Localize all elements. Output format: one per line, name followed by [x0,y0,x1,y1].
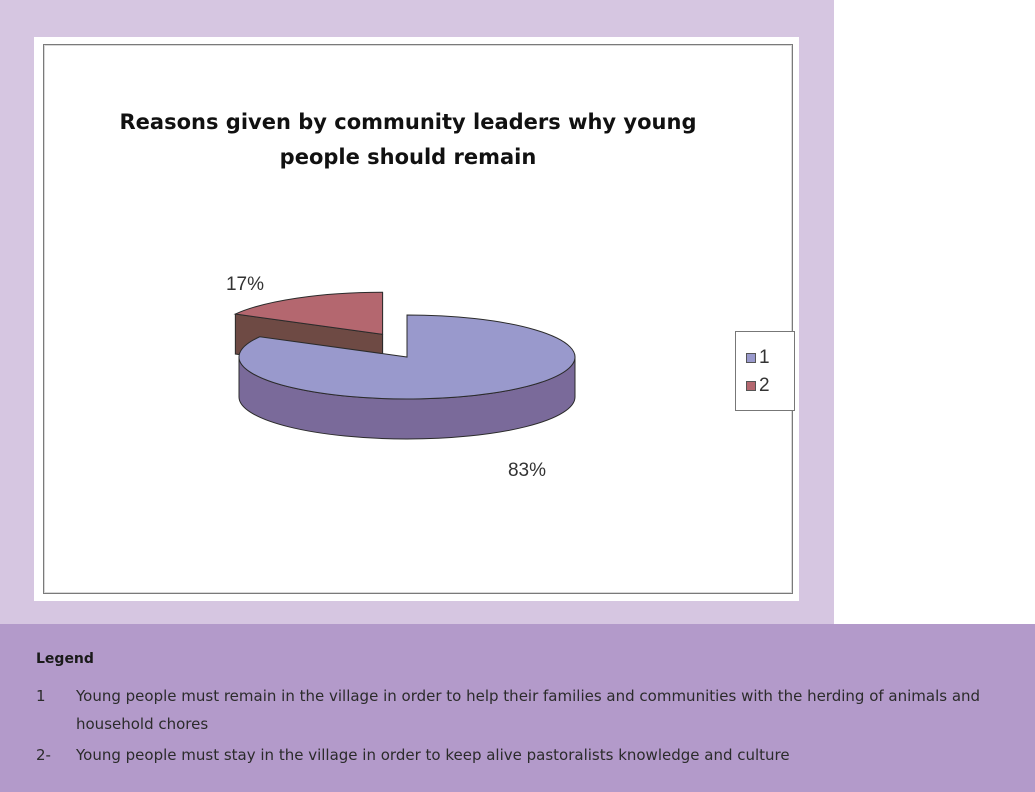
legend-label-1: 1 [759,347,770,368]
legend-panel: Legend 1 Young people must remain in the… [0,624,1035,792]
pie-group: 83% 17% [226,274,576,481]
chart-legend: 1 2 [735,331,795,411]
legend-item-number: 1 [36,687,46,705]
slice-label-1: 83% [508,460,546,481]
legend-label-2: 2 [759,375,770,396]
pie-slice-1 [238,314,576,400]
legend-heading: Legend [36,651,94,667]
slice-label-2: 17% [226,274,264,295]
legend-item-text: Young people must remain in the village … [76,687,981,733]
legend-item-2: 2- Young people must stay in the village… [36,741,1006,769]
pie-slice-2 [233,291,384,335]
legend-entry-2: 2 [746,372,794,400]
legend-swatch-2 [746,381,756,391]
legend-entry-1: 1 [746,344,794,372]
chart-frame: Reasons given by community leaders why y… [0,0,834,624]
pie-chart: 83% 17% [226,274,576,481]
legend-item-number: 2- [36,746,51,764]
chart-title: Reasons given by community leaders why y… [119,110,697,169]
legend-swatch-1 [746,353,756,363]
legend-item-text: Young people must stay in the village in… [76,746,790,764]
legend-item-1: 1 Young people must remain in the villag… [36,682,1006,738]
